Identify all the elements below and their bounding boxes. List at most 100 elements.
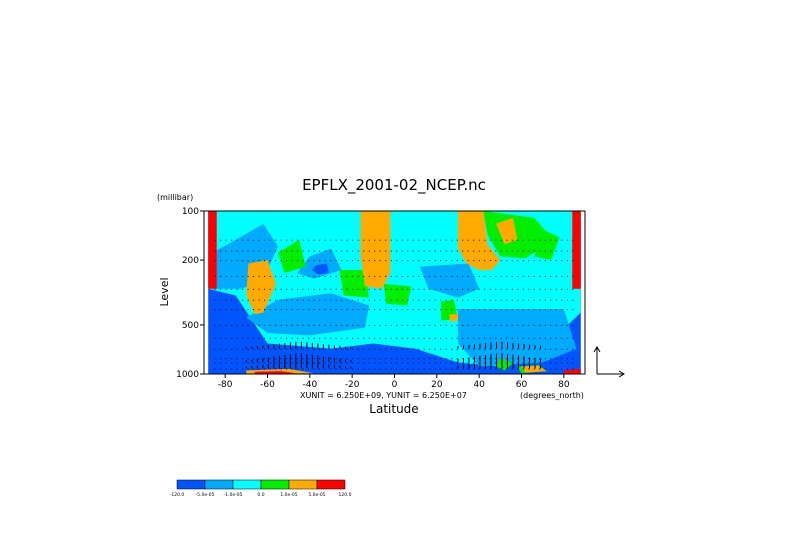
grid-dot: [555, 275, 557, 277]
grid-dot: [341, 275, 343, 277]
contour-region-level-5: [208, 211, 217, 289]
grid-dot: [478, 239, 480, 241]
grid-dot: [467, 324, 469, 326]
x-axis-ticks: -80 -60 -40 -20 0 20 40 60 80: [218, 374, 570, 390]
grid-dot: [280, 358, 282, 360]
grid-dot: [374, 288, 376, 290]
grid-dot: [456, 309, 458, 311]
grid-dot: [214, 348, 216, 350]
grid-dot: [522, 368, 524, 370]
grid-dot: [242, 239, 244, 241]
grid-dot: [445, 348, 447, 350]
grid-dot: [451, 362, 453, 364]
grid-dot: [236, 358, 238, 360]
grid-dot: [484, 299, 486, 301]
grid-dot: [555, 309, 557, 311]
grid-dot: [401, 368, 403, 370]
grid-dot: [506, 348, 508, 350]
grid-dot: [280, 337, 282, 339]
grid-dot: [434, 275, 436, 277]
grid-dot: [275, 275, 277, 277]
grid-dot: [478, 299, 480, 301]
grid-dot: [302, 309, 304, 311]
grid-dot: [539, 239, 541, 241]
grid-dot: [302, 275, 304, 277]
grid-dot: [297, 250, 299, 252]
grid-dot: [412, 250, 414, 252]
grid-dot: [533, 358, 535, 360]
grid-dot: [379, 358, 381, 360]
grid-dot: [550, 275, 552, 277]
grid-dot: [511, 288, 513, 290]
grid-dot: [247, 358, 249, 360]
grid-dot: [473, 368, 475, 370]
grid-dot: [429, 348, 431, 350]
grid-dot: [572, 299, 574, 301]
grid-dot: [275, 260, 277, 262]
grid-dot: [379, 324, 381, 326]
grid-dot: [341, 362, 343, 364]
grid-dot: [528, 362, 530, 364]
grid-dot: [385, 288, 387, 290]
grid-dot: [280, 239, 282, 241]
grid-dot: [451, 288, 453, 290]
grid-dot: [407, 324, 409, 326]
grid-dot: [539, 324, 541, 326]
grid-dot: [462, 348, 464, 350]
grid-dot: [528, 324, 530, 326]
grid-dot: [467, 275, 469, 277]
grid-dot: [500, 348, 502, 350]
grid-dot: [242, 275, 244, 277]
grid-dot: [522, 288, 524, 290]
grid-dot: [484, 324, 486, 326]
grid-dot: [220, 299, 222, 301]
grid-dot: [368, 275, 370, 277]
grid-dot: [264, 348, 266, 350]
contour-region-level-1: [458, 309, 577, 367]
grid-dot: [484, 368, 486, 370]
grid-dot: [253, 288, 255, 290]
grid-dot: [253, 275, 255, 277]
grid-dot: [363, 348, 365, 350]
grid-dot: [253, 309, 255, 311]
contour-region-level-5: [563, 368, 581, 374]
colorbar-label: 1.0e-05: [280, 492, 297, 498]
grid-dot: [484, 239, 486, 241]
grid-dot: [247, 260, 249, 262]
reference-arrowhead-x: [618, 370, 625, 378]
grid-dot: [291, 250, 293, 252]
grid-dot: [313, 275, 315, 277]
colorbar-swatch: [176, 479, 206, 490]
grid-dot: [522, 250, 524, 252]
grid-dot: [319, 348, 321, 350]
grid-dot: [434, 358, 436, 360]
grid-dot: [511, 299, 513, 301]
grid-dot: [346, 288, 348, 290]
grid-dot: [396, 275, 398, 277]
grid-dot: [396, 288, 398, 290]
grid-dot: [280, 288, 282, 290]
grid-dot: [440, 309, 442, 311]
grid-dot: [456, 368, 458, 370]
grid-dot: [330, 299, 332, 301]
grid-dot: [478, 288, 480, 290]
grid-dot: [511, 324, 513, 326]
x-unit-label: (degrees_north): [520, 391, 584, 400]
grid-dot: [462, 288, 464, 290]
grid-dot: [451, 299, 453, 301]
grid-dot: [368, 288, 370, 290]
grid-dot: [225, 288, 227, 290]
grid-dot: [302, 362, 304, 364]
grid-dot: [407, 288, 409, 290]
grid-dot: [566, 362, 568, 364]
grid-dot: [308, 324, 310, 326]
grid-dot: [286, 337, 288, 339]
grid-dot: [511, 309, 513, 311]
grid-dot: [308, 337, 310, 339]
grid-dot: [214, 250, 216, 252]
grid-dot: [445, 324, 447, 326]
grid-dot: [495, 348, 497, 350]
grid-dot: [242, 260, 244, 262]
grid-dot: [319, 250, 321, 252]
grid-dot: [517, 348, 519, 350]
